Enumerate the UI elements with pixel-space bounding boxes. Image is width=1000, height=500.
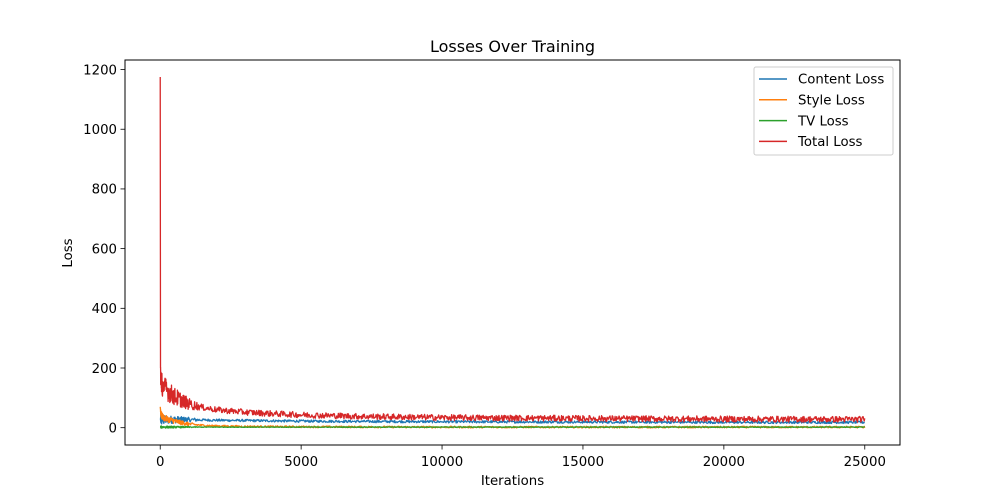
legend-label: Content Loss [798,73,884,88]
y-axis: 0 200 400 600 800 1000 1200 [83,63,125,436]
legend-box [753,66,894,156]
legend-label: TV Loss [797,114,849,129]
legend-label: Style Loss [798,94,865,109]
series-line [159,414,865,425]
x-axis: 0 5000 10000 15000 20000 25000 [156,445,886,470]
legend: Content Loss Style Loss TV Loss Total Loss [753,66,894,156]
x-tick-label: 10000 [421,455,463,470]
y-tick-label: 1200 [83,63,117,78]
y-tick-label: 0 [109,421,117,436]
series-line [159,425,865,429]
x-axis-label: Iterations [481,474,544,489]
x-tick-label: 5000 [284,455,318,470]
chart-title: Losses Over Training [430,37,595,56]
plot-lines [159,77,866,429]
y-tick-label: 800 [92,183,117,198]
plot-frame [124,59,901,446]
y-tick-label: 200 [92,362,117,377]
legend-label: Total Loss [797,135,863,150]
y-tick-label: 1000 [83,123,117,138]
series-line [159,77,866,423]
x-tick-label: 0 [156,455,164,470]
x-tick-label: 15000 [562,455,604,470]
y-tick-label: 400 [92,302,117,317]
y-tick-label: 600 [92,242,117,257]
x-tick-label: 25000 [844,455,886,470]
y-axis-label: Loss [61,238,76,267]
x-tick-label: 20000 [703,455,745,470]
